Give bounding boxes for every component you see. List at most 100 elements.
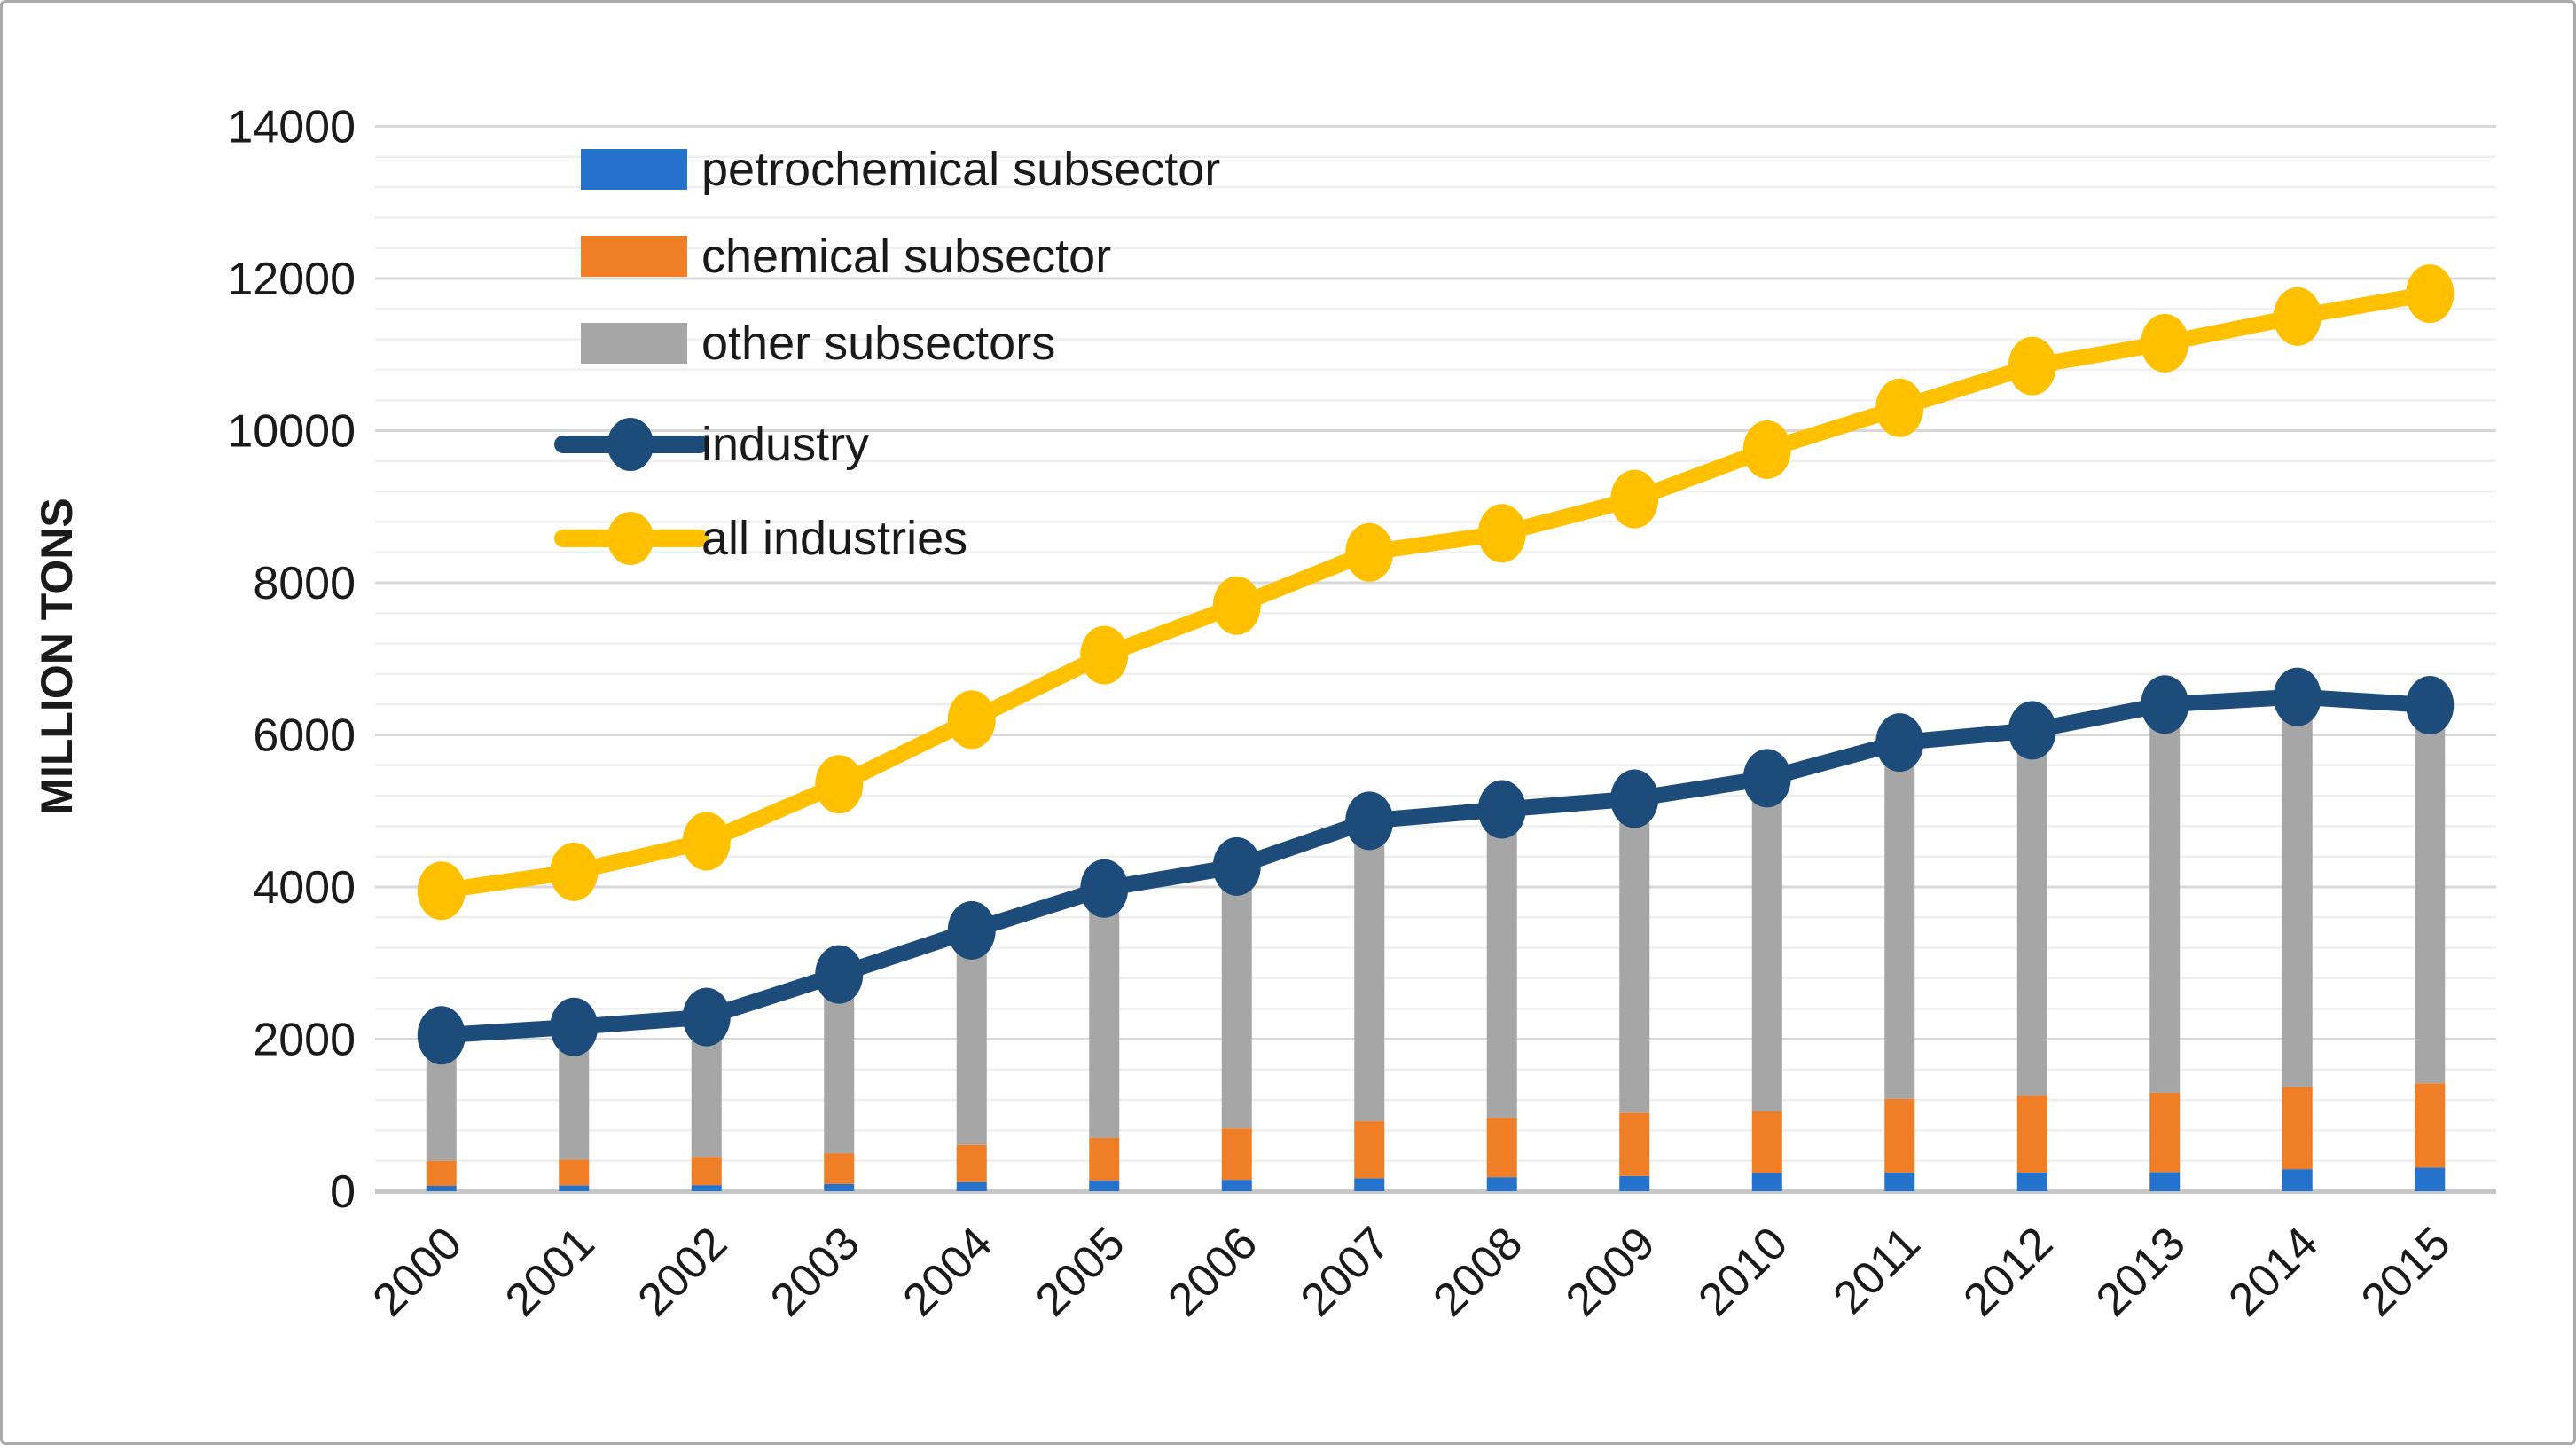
bar-segment-petrochemical-subsector <box>824 1183 855 1191</box>
bar-segment-petrochemical-subsector <box>1486 1177 1517 1191</box>
x-tick-label-year: 2009 <box>1556 1217 1665 1326</box>
marker-all-industries <box>1212 576 1261 635</box>
bar-segment-petrochemical-subsector <box>2149 1172 2181 1191</box>
bar-segment-petrochemical-subsector <box>691 1185 722 1191</box>
bar-segment-chemical-subsector <box>1619 1112 1650 1176</box>
legend-label: all industries <box>701 512 967 565</box>
x-tick-label-year: 2008 <box>1423 1217 1532 1326</box>
bar-segment-other-subsectors <box>2016 730 2047 1096</box>
marker-all-industries <box>417 861 466 921</box>
bar-segment-other-subsectors <box>1354 820 1385 1122</box>
marker-industry <box>947 900 996 960</box>
bar-segment-chemical-subsector <box>956 1144 987 1182</box>
x-tick-label-year: 2001 <box>496 1217 605 1326</box>
marker-all-industries <box>947 690 996 750</box>
bar-segment-chemical-subsector <box>2415 1083 2446 1168</box>
marker-industry <box>1875 713 1924 773</box>
bar-segment-chemical-subsector <box>1221 1128 1252 1181</box>
bar-segment-other-subsectors <box>2415 705 2446 1084</box>
bar-segment-chemical-subsector <box>559 1159 590 1186</box>
bar-segment-petrochemical-subsector <box>1619 1175 1650 1191</box>
x-tick-label-year: 2010 <box>1688 1217 1797 1326</box>
marker-all-industries <box>1875 378 1924 437</box>
y-tick-label: 6000 <box>253 710 356 762</box>
marker-industry <box>1080 859 1129 918</box>
legend-swatch-other-subsectors <box>581 323 687 364</box>
marker-industry <box>1477 780 1526 839</box>
bar-segment-other-subsectors <box>2282 696 2313 1087</box>
marker-industry <box>2141 675 2189 734</box>
bar-segment-other-subsectors <box>1619 798 1650 1113</box>
marker-all-industries <box>550 842 599 901</box>
x-tick-label-year: 2007 <box>1291 1217 1400 1326</box>
line-all-industries <box>433 286 2439 899</box>
bar-segment-chemical-subsector <box>1884 1098 1915 1173</box>
marker-all-industries <box>1477 504 1526 563</box>
y-tick-label: 0 <box>330 1166 356 1218</box>
bar-segment-other-subsectors <box>1751 778 1782 1111</box>
marker-industry <box>1345 791 1394 851</box>
bar-segment-petrochemical-subsector <box>2282 1169 2313 1191</box>
bar-segment-other-subsectors <box>1089 888 1120 1138</box>
legend-label: chemical subsector <box>701 230 1111 283</box>
legend-swatch-petrochemical-subsector <box>581 149 687 190</box>
legend-marker-all-industries <box>607 512 654 565</box>
bar-segment-petrochemical-subsector <box>2016 1172 2047 1191</box>
legend-label: industry <box>701 418 869 471</box>
bar-segment-chemical-subsector <box>691 1157 722 1186</box>
y-tick-label: 8000 <box>253 558 356 609</box>
marker-industry <box>1212 836 1261 896</box>
bar-segment-petrochemical-subsector <box>1089 1180 1120 1191</box>
legend-label: petrochemical subsector <box>701 143 1220 196</box>
marker-all-industries <box>815 755 864 814</box>
legend-swatch-chemical-subsector <box>581 236 687 277</box>
bar-segment-other-subsectors <box>2149 704 2181 1093</box>
marker-industry <box>2273 667 2322 726</box>
bar-segment-petrochemical-subsector <box>1751 1173 1782 1191</box>
bar-segment-other-subsectors <box>1221 866 1252 1129</box>
marker-all-industries <box>682 812 731 871</box>
bar-segment-petrochemical-subsector <box>1884 1172 1915 1191</box>
co2-emissions-combo-chart: 02000400060008000100001200014000MILLION … <box>32 102 2496 1326</box>
bar-segment-chemical-subsector <box>2016 1095 2047 1173</box>
bar-segment-chemical-subsector <box>824 1153 855 1184</box>
y-tick-label: 14000 <box>227 102 356 153</box>
x-tick-label-year: 2003 <box>761 1217 870 1326</box>
marker-industry <box>815 945 864 1004</box>
marker-all-industries <box>1742 420 1791 479</box>
marker-industry <box>2008 701 2056 760</box>
marker-industry <box>417 1006 466 1065</box>
x-tick-label-year: 2015 <box>2352 1217 2461 1326</box>
marker-all-industries <box>1610 469 1659 529</box>
x-tick-label-year: 2011 <box>1824 1217 1930 1323</box>
bar-segment-chemical-subsector <box>2282 1087 2313 1170</box>
bar-segment-other-subsectors <box>1884 742 1915 1099</box>
bar-segment-chemical-subsector <box>2149 1092 2181 1173</box>
bar-segment-petrochemical-subsector <box>956 1181 987 1191</box>
marker-all-industries <box>2273 286 2322 346</box>
y-axis-title: MILLION TONS <box>32 498 82 814</box>
marker-all-industries <box>1345 522 1394 582</box>
marker-industry <box>682 987 731 1047</box>
marker-all-industries <box>1080 625 1129 685</box>
x-tick-label-year: 2005 <box>1026 1217 1135 1326</box>
bar-segment-chemical-subsector <box>1751 1111 1782 1173</box>
x-tick-label-year: 2006 <box>1158 1217 1267 1326</box>
y-tick-label: 2000 <box>253 1015 356 1066</box>
bar-segment-petrochemical-subsector <box>2415 1167 2446 1191</box>
legend-label: other subsectors <box>701 317 1055 370</box>
marker-all-industries <box>2406 264 2455 324</box>
x-tick-label-year: 2014 <box>2219 1217 2328 1326</box>
marker-industry <box>1610 769 1659 828</box>
x-tick-label-year: 2012 <box>1954 1217 2063 1326</box>
bar-segment-other-subsectors <box>956 930 987 1145</box>
bar-segment-petrochemical-subsector <box>1221 1180 1252 1191</box>
y-tick-label: 12000 <box>227 254 356 305</box>
bar-segment-other-subsectors <box>1486 809 1517 1118</box>
x-tick-label-year: 2002 <box>628 1217 737 1326</box>
marker-industry <box>550 997 599 1056</box>
y-tick-label: 10000 <box>227 406 356 458</box>
bar-segment-petrochemical-subsector <box>426 1185 457 1191</box>
marker-all-industries <box>2141 313 2189 373</box>
